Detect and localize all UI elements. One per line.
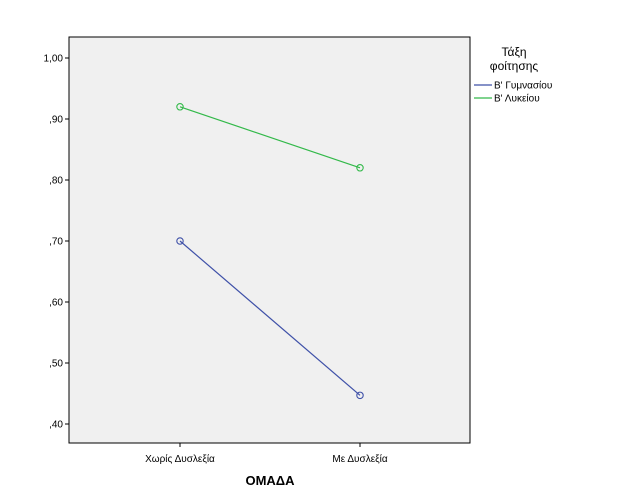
data-point bbox=[176, 103, 184, 111]
x-axis-title: ΟΜΑΔΑ bbox=[245, 473, 295, 488]
data-point bbox=[356, 391, 364, 400]
y-tick-label: ,80 bbox=[49, 176, 63, 187]
y-axis: 1,00 ,90 ,80 ,70 ,60 ,50 ,40 bbox=[44, 54, 69, 431]
y-tick-label: ,90 bbox=[49, 115, 63, 126]
data-point bbox=[176, 237, 184, 245]
data-point bbox=[356, 164, 364, 172]
y-tick-label: ,60 bbox=[49, 298, 63, 309]
y-tick-label: ,50 bbox=[49, 359, 63, 370]
legend-label: Β' Λυκείου bbox=[494, 93, 540, 105]
x-tick-label: Με Δυσλεξία bbox=[332, 453, 387, 465]
x-axis: Χωρίς Δυσλεξία Με Δυσλεξία bbox=[145, 443, 388, 465]
y-tick-label: ,40 bbox=[49, 420, 63, 431]
y-tick-label: 1,00 bbox=[44, 54, 64, 65]
y-tick-label: ,70 bbox=[49, 237, 63, 248]
x-tick-label: Χωρίς Δυσλεξία bbox=[145, 453, 215, 465]
legend-title-line1: Τάξη bbox=[502, 45, 527, 59]
legend-title-line2: φοίτησης bbox=[490, 59, 539, 73]
series-layer bbox=[176, 103, 364, 400]
series-line bbox=[179, 106, 361, 169]
series-line bbox=[179, 240, 361, 396]
plot-area bbox=[68, 36, 471, 444]
legend-label: Β' Γυμνασίου bbox=[494, 80, 552, 92]
